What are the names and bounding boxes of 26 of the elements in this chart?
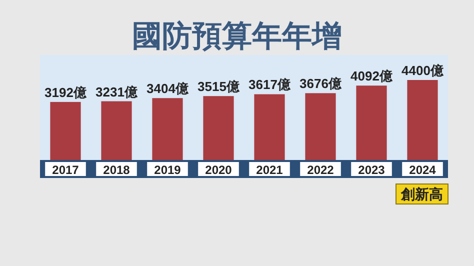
x-tick-label: 2022 [307,163,334,177]
x-tick-label: 2023 [358,163,386,177]
data-label: 3404億 [146,81,190,96]
x-tick-label: 2020 [205,163,232,177]
data-label: 3515億 [198,79,240,94]
bar [50,102,81,160]
data-label: 3231億 [96,84,138,100]
data-label: 4092億 [350,68,394,84]
bar [101,101,132,160]
text: 創新高 [400,186,443,202]
x-tick-label: 2024 [409,163,436,177]
data-label: 3676億 [300,76,342,92]
bar [305,93,336,160]
x-tick-label: 2019 [154,163,182,177]
bar [203,96,234,160]
data-label: 3192億 [44,84,88,100]
data-label: 3617億 [248,77,292,92]
chart-title: 國防預算年年增 [132,20,342,53]
x-tick-label: 2018 [103,163,130,177]
data-label: 4400億 [402,63,444,78]
bar [254,94,285,160]
x-tick-label: 2017 [52,163,80,177]
x-tick-label: 2021 [256,163,284,177]
bar [407,80,438,160]
bar [152,98,183,160]
bar [356,86,387,160]
